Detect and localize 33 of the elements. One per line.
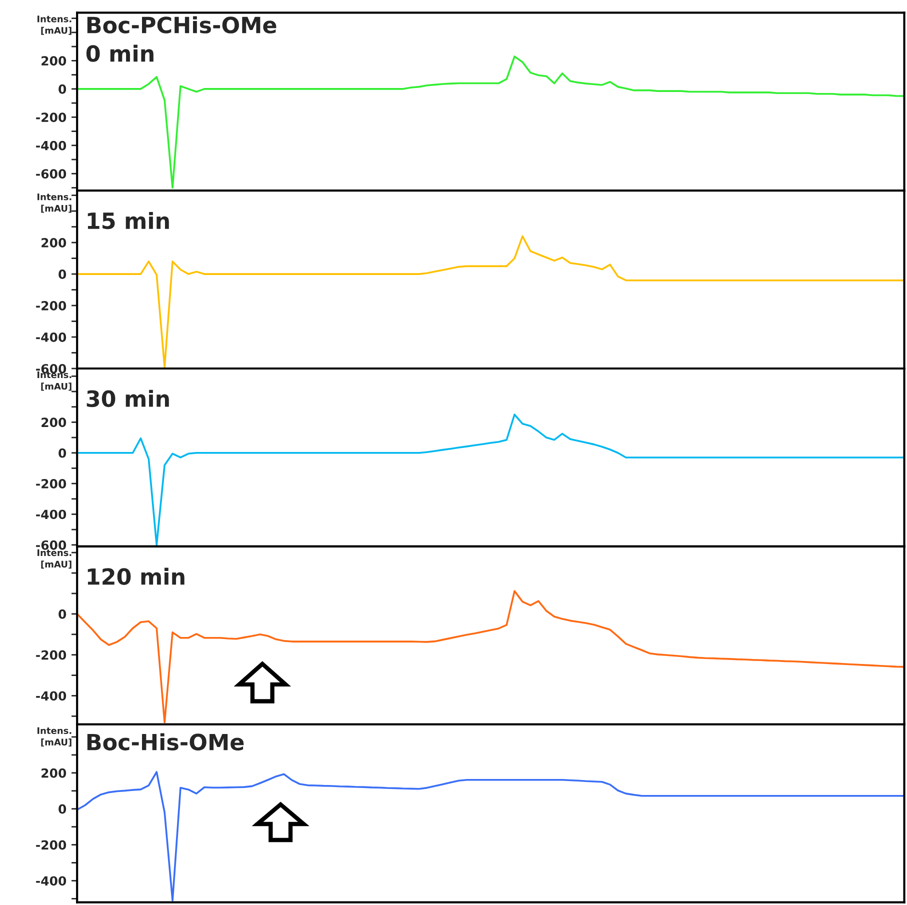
y-tick-label: -400: [36, 510, 66, 520]
text: 30 min: [86, 390, 169, 408]
y-tick-label: -400: [36, 332, 66, 342]
y-tick-label: -600: [36, 364, 66, 374]
y-tick-label: -200: [36, 840, 66, 850]
y-axis-title: Intens. [mAU]: [38, 16, 72, 35]
y-axis-title: Intens. [mAU]: [38, 727, 72, 747]
text: 120 min: [88, 568, 184, 585]
y-tick-label: -600: [36, 169, 66, 179]
y-tick-label: 0: [58, 448, 66, 458]
y-tick-label: -600: [36, 540, 66, 550]
chart-title: Boc-PCHis-OMe: [87, 16, 276, 34]
y-tick-label: -400: [36, 876, 66, 886]
y-tick-label: 0: [58, 270, 66, 279]
y-tick-label: -200: [36, 112, 66, 122]
y-tick-label: 200: [42, 768, 66, 778]
y-tick-label: 200: [42, 56, 66, 66]
y-tick-label: -200: [36, 479, 66, 488]
y-tick-label: -400: [36, 691, 66, 701]
y-tick-label: -200: [36, 650, 66, 660]
y-tick-label: -200: [36, 301, 66, 310]
y-axis-title: Intens. [mAU]: [38, 194, 72, 213]
text: 0 min: [86, 44, 154, 62]
y-tick-label: 0: [58, 804, 66, 814]
y-tick-label: -400: [36, 140, 66, 150]
y-tick-label: 200: [42, 238, 66, 248]
y-tick-label: 0: [58, 84, 66, 94]
y-axis-title: Intens. [mAU]: [38, 549, 72, 569]
text: 15 min: [88, 212, 169, 230]
chart-title: Boc-His-OMe: [87, 733, 244, 750]
y-axis-title: Intens. [mAU]: [38, 371, 72, 391]
y-tick-label: 200: [42, 418, 66, 428]
y-tick-label: 0: [58, 609, 66, 619]
